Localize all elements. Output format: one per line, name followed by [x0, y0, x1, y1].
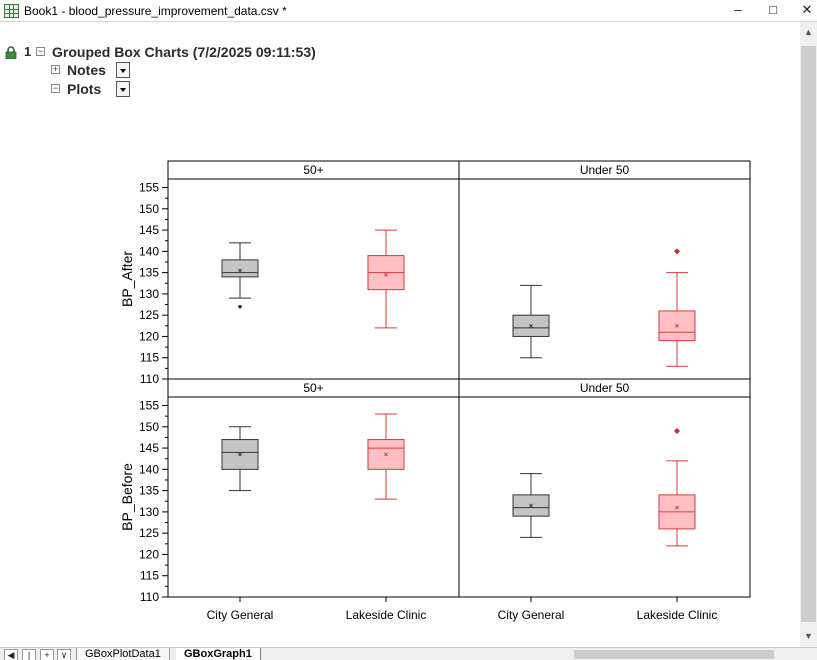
notes-dropdown-icon[interactable] [116, 62, 130, 78]
y-tick-label: 135 [139, 484, 159, 498]
y-tick-label: 130 [139, 287, 159, 301]
horizontal-scrollbar[interactable] [560, 649, 800, 660]
y-tick-label: 130 [139, 505, 159, 519]
scroll-up-icon[interactable]: ▲ [804, 27, 813, 37]
tree-root-label[interactable]: Grouped Box Charts (7/2/2025 09:11:53) [52, 44, 316, 60]
box-iqr [221, 259, 259, 278]
facet-header-label: 50+ [303, 163, 323, 177]
x-tick-label: Lakeside Clinic [637, 608, 718, 622]
mean-marker-stroke [238, 452, 242, 457]
first-sheet-button[interactable]: ◀ [4, 649, 18, 660]
mean-marker-stroke [529, 503, 533, 508]
mean-marker [675, 323, 679, 328]
x-tick-label: Lakeside Clinic [346, 608, 427, 622]
tree-item-plots[interactable]: Plots [67, 81, 102, 97]
tab-gboxplotdata1[interactable]: GBoxPlotData1 [76, 648, 170, 660]
y-tick-label: 135 [139, 266, 159, 280]
y-tick-label: 145 [139, 441, 159, 455]
tree-root-index: 1 [24, 44, 32, 59]
tree-item-notes[interactable]: Notes [67, 62, 106, 78]
mean-marker [238, 268, 242, 273]
x-tick-label: City General [207, 608, 274, 622]
plots-dropdown-icon[interactable] [116, 81, 130, 97]
vertical-scrollbar[interactable]: ▲ ▼ [800, 22, 817, 647]
minimize-button[interactable]: – [734, 2, 742, 17]
y-tick-label: 125 [139, 308, 159, 322]
mean-marker [238, 452, 242, 457]
x-tick-label: City General [498, 608, 565, 622]
y-axis-label: BP_After [119, 251, 135, 307]
facet-header-label: Under 50 [580, 163, 630, 177]
mean-marker [384, 272, 388, 277]
y-tick-label: 155 [139, 181, 159, 195]
add-sheet-button[interactable]: + [40, 649, 54, 660]
mean-marker [675, 505, 679, 510]
y-tick-label: 145 [139, 223, 159, 237]
y-tick-label: 150 [139, 420, 159, 434]
lock-icon [5, 46, 17, 59]
facet-header-label: Under 50 [580, 381, 630, 395]
mean-marker-stroke [675, 323, 679, 328]
y-tick-label: 125 [139, 526, 159, 540]
y-tick-label: 120 [139, 329, 159, 343]
workbook-icon [4, 4, 19, 18]
sheet-list-button[interactable]: ∨ [57, 649, 71, 660]
collapse-plots-icon[interactable]: − [51, 83, 60, 93]
maximize-button[interactable]: □ [769, 2, 777, 17]
expand-notes-icon[interactable]: + [51, 64, 60, 74]
y-tick-label: 115 [140, 569, 159, 583]
mean-marker-stroke [384, 272, 388, 277]
mean-marker [529, 503, 533, 508]
y-tick-label: 120 [139, 547, 159, 561]
graph-report-area: 1 − Grouped Box Charts (7/2/2025 09:11:5… [0, 22, 800, 647]
grouped-box-chart: 50+ Under 50 110 115 120 125 130 135 140 145 150 15… [119, 160, 751, 622]
outlier-point [674, 248, 680, 255]
mean-marker [529, 323, 533, 328]
y-tick-label: 150 [139, 202, 159, 216]
facet-header-label: 50+ [303, 381, 323, 395]
tab-gboxgraph1[interactable]: GBoxGraph1 [176, 648, 261, 660]
window-titlebar: Book1 - blood_pressure_improvement_data.… [0, 0, 817, 22]
window-title: Book1 - blood_pressure_improvement_data.… [24, 4, 287, 18]
facet-panel-1-1 [458, 396, 751, 598]
y-tick-label: 140 [139, 462, 159, 476]
mean-marker-stroke [529, 323, 533, 328]
mean-marker-stroke [384, 452, 388, 457]
outlier-point [238, 304, 242, 309]
facet-panel-0-1 [458, 178, 751, 380]
y-tick-label: 140 [139, 244, 159, 258]
mean-marker-stroke [238, 268, 242, 273]
prev-sheet-button[interactable]: | [22, 649, 36, 660]
mean-marker [384, 452, 388, 457]
facet-panel-0-0 [167, 178, 460, 380]
outlier-point [674, 428, 680, 435]
y-tick-label: 110 [140, 372, 159, 386]
y-axis-label: BP_Before [119, 463, 135, 531]
y-tick-label: 110 [140, 590, 159, 604]
collapse-root-icon[interactable]: − [36, 46, 45, 56]
vertical-scroll-thumb[interactable] [801, 46, 816, 622]
y-tick-label: 155 [139, 399, 159, 413]
facet-panel-1-0 [167, 396, 460, 598]
horizontal-scroll-thumb[interactable] [574, 650, 774, 659]
mean-marker-stroke [675, 505, 679, 510]
y-tick-label: 115 [140, 351, 159, 365]
scroll-down-icon[interactable]: ▼ [804, 631, 813, 641]
close-button[interactable]: ✕ [801, 2, 813, 17]
sheet-tab-bar: ◀ | + ∨ GBoxPlotData1 GBoxGraph1 [0, 647, 817, 660]
